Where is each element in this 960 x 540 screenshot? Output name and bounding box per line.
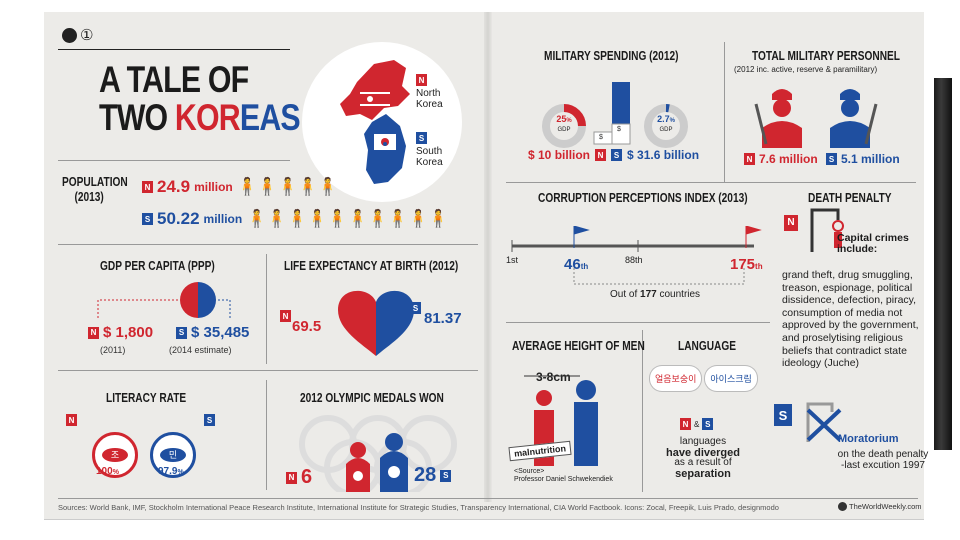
south-korea-label: South Korea — [416, 146, 443, 168]
cpi-south-rank: 46th — [564, 256, 589, 273]
divider — [506, 322, 770, 323]
divider — [266, 380, 267, 490]
death-south-text: on the death penalty -last excution 1997 — [837, 449, 929, 471]
cpi-tick-mid: 88th — [625, 255, 643, 265]
population-south: S 50.22 million 🧍🧍🧍🧍🧍🧍🧍🧍🧍🧍 — [142, 209, 449, 229]
divider — [58, 49, 290, 50]
brand-logo-icon — [62, 27, 77, 43]
gallows: N — [784, 208, 844, 252]
population-label: POPULATION (2013) — [62, 174, 128, 204]
north-population-icons: 🧍🧍🧍🧍🧍 — [236, 177, 339, 196]
gdp-north-note: (2011) — [100, 345, 126, 355]
gdp-chart — [94, 278, 234, 322]
page-fold — [484, 12, 492, 502]
divider — [58, 498, 918, 499]
death-south-heading: Moratorium — [838, 433, 899, 445]
height-title: AVERAGE HEIGHT OF MEN — [512, 338, 645, 353]
life-north: N 69.5 — [280, 310, 321, 335]
height-source: <Source> Professor Daniel Schwekendiek — [514, 468, 613, 483]
bill-north: $ — [599, 134, 603, 141]
literacy-north: N 조 100% — [66, 414, 138, 478]
korea-map-icon — [340, 60, 410, 184]
divider — [58, 370, 478, 371]
height-figures — [514, 362, 604, 473]
literacy-title: LITERACY RATE — [106, 390, 187, 405]
brand-logo-icon — [838, 502, 847, 511]
north-word-bubble: 얼음보숭이 — [650, 366, 702, 391]
footer-sources: Sources: World Bank, IMF, Stockholm Inte… — [58, 503, 779, 512]
cpi-tick-start: 1st — [506, 255, 519, 265]
soldiers — [744, 84, 894, 155]
gallows-icon — [810, 208, 844, 252]
heart-icon — [338, 290, 414, 356]
divider — [642, 330, 643, 492]
gdp-half-circle-icon — [97, 282, 231, 318]
life-heart — [334, 280, 418, 365]
height-diff: 3-8cm — [536, 370, 571, 384]
literacy-south-badge: 민 — [160, 448, 186, 462]
badge-text: ① — [80, 27, 94, 44]
divider — [266, 254, 267, 364]
military-north-pct: 25% GDP — [556, 114, 572, 134]
personnel-north: N 7.6 million — [744, 152, 818, 166]
gdp-south-note: (2014 estimate) — [169, 345, 232, 355]
death-south-icon-group: S — [774, 402, 842, 442]
cpi-title: CORRUPTION PERCEPTIONS INDEX (2013) — [538, 190, 748, 205]
language-flags: N & S — [680, 418, 714, 430]
death-north-heading: Capital crimes include: — [837, 232, 909, 255]
olympic-rings — [288, 408, 468, 497]
military-south-pct: 2.7% GDP — [657, 114, 675, 134]
death-title: DEATH PENALTY — [808, 190, 892, 205]
military-chart — [526, 68, 726, 162]
divider — [58, 160, 290, 161]
infographic-sheet: ① A TALE OF TWO KOREAS N North Korea S So… — [44, 12, 928, 520]
height-figures-icon — [524, 375, 598, 466]
dark-edge-strip — [934, 78, 952, 450]
gdp-north: N $ 1,800 — [88, 324, 153, 341]
divider — [58, 244, 478, 245]
cpi-scale-icon — [511, 225, 762, 285]
life-title: LIFE EXPECTANCY AT BIRTH (2012) — [284, 258, 459, 273]
moratorium-icon — [806, 402, 842, 442]
south-word-bubble: 아이스크림 — [705, 366, 757, 391]
language-title: LANGUAGE — [678, 338, 737, 353]
north-flag: N — [416, 74, 427, 86]
cpi-north-rank: 175th — [730, 256, 763, 273]
gdp-south: S $ 35,485 — [176, 324, 249, 341]
korea-map — [302, 42, 462, 202]
south-flag: S — [416, 132, 427, 144]
cpi-scale — [508, 225, 768, 301]
personnel-south: S 5.1 million — [826, 152, 900, 166]
personnel-title: TOTAL MILITARY PERSONNEL — [752, 48, 900, 63]
page-title-line2: TWO KOREAS — [99, 97, 301, 138]
gdp-title: GDP PER CAPITA (PPP) — [100, 258, 215, 273]
death-north-text: grand theft, drug smuggling, treason, es… — [782, 269, 919, 370]
life-south: S 81.37 — [410, 302, 462, 327]
olympics-south: 28 S — [414, 464, 452, 487]
south-population-icons: 🧍🧍🧍🧍🧍🧍🧍🧍🧍🧍 — [246, 209, 449, 228]
page-title-line1: A TALE OF — [99, 59, 249, 100]
literacy-north-badge: 조 — [102, 448, 128, 462]
population-north: N 24.9 million 🧍🧍🧍🧍🧍 — [142, 177, 339, 197]
military-title: MILITARY SPENDING (2012) — [544, 48, 679, 63]
personnel-subtitle: (2012 inc. active, reserve & paramilitar… — [734, 65, 878, 74]
bill-south: $ — [617, 126, 621, 133]
footer-brand: TheWorldWeekly.com — [838, 502, 922, 511]
soldier-icon — [754, 89, 878, 148]
olympics-title: 2012 OLYMPIC MEDALS WON — [300, 390, 444, 405]
language-bubbles: 얼음보숭이 아이스크림 — [650, 366, 757, 391]
cpi-note: Out of 177 countries — [610, 289, 701, 300]
divider — [506, 182, 916, 183]
north-korea-label: North Korea — [416, 88, 443, 110]
brand-badge: ① — [62, 26, 93, 44]
divider — [724, 42, 725, 182]
military-spending-icon — [542, 82, 688, 148]
language-text: languages have diverged as a result of s… — [666, 436, 740, 480]
